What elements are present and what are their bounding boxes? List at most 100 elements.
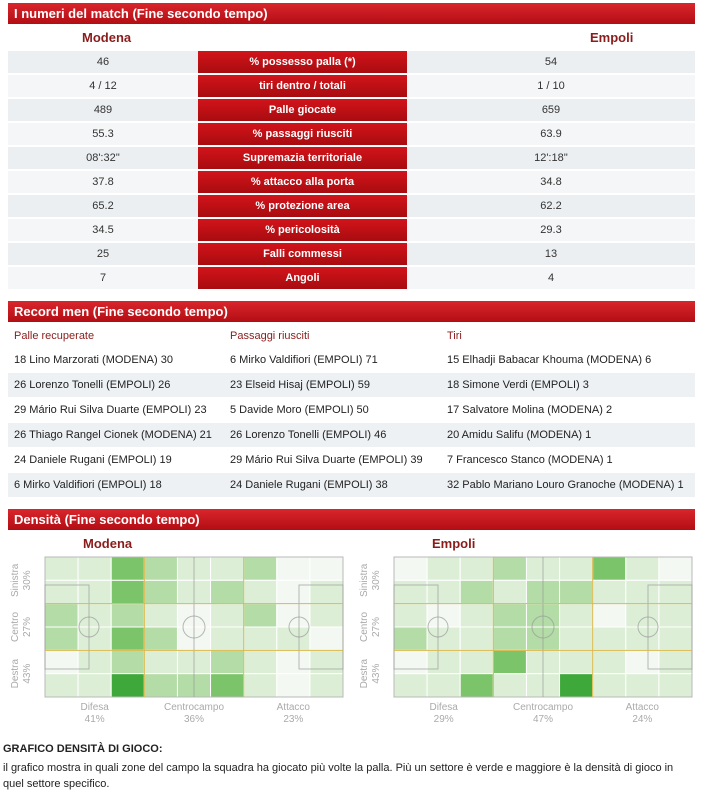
home-value: 46 [8,51,198,73]
density-cell [276,579,311,605]
penalty-arc [637,616,659,638]
row-label: Destra [359,659,370,689]
density-cell [110,603,145,628]
density-cell [592,626,627,651]
density-cell [44,673,79,698]
density-cell [44,626,79,651]
stat-label: Angoli [198,267,407,289]
record-item: 18 Lino Marzorati (MODENA) 30 [14,354,173,366]
density-cell [143,556,178,581]
away-value: 29.3 [407,219,695,241]
density-cell [559,626,594,651]
away-value: 4 [407,267,695,289]
penalty-arc [78,616,100,638]
density-cell [110,556,145,581]
team-name: Empoli [432,536,476,551]
zone-share: 23% [283,714,304,725]
density-cell [143,626,178,651]
section-title: Densità (Fine secondo tempo) [8,509,695,530]
density-cell [110,649,145,675]
zone-label: Attacco [625,702,659,713]
density-cell [426,626,461,651]
record-item: 29 Mário Rui Silva Duarte (EMPOLI) 23 [14,404,207,416]
zone-share: 24% [632,714,653,725]
zone-label: Attacco [276,702,310,713]
density-cell [459,603,494,628]
density-cell [459,673,494,698]
density-cell [658,649,693,675]
record-item: 17 Salvatore Molina (MODENA) 2 [447,404,613,416]
density-cell [44,603,79,628]
penalty-box [298,584,344,670]
away-value: 13 [407,243,695,265]
away-team: Empoli [590,30,634,45]
density-cell [44,579,79,605]
zone-share: 29% [433,714,454,725]
row-share: 27% [22,617,33,637]
density-cell [309,673,344,698]
section-title: Record men (Fine secondo tempo) [8,301,695,322]
density-cell [243,556,278,581]
density-cell [658,673,693,698]
row-label: Destra [10,659,21,689]
zone-label: Centrocampo [163,702,225,713]
away-value: 63.9 [407,123,695,145]
record-item: 26 Lorenzo Tonelli (EMPOLI) 26 [14,379,171,391]
home-value: 489 [8,99,198,121]
density-cell [309,649,344,675]
row-label: Sinistra [359,563,370,597]
density-cell [110,579,145,605]
density-cell [492,626,527,651]
zone-label: Difesa [80,702,109,713]
away-value: 62.2 [407,195,695,217]
density-cell [77,626,112,651]
record-header: Tiri [447,330,462,342]
density-cell [309,626,344,651]
home-value: 55.3 [8,123,198,145]
penalty-box [393,584,439,670]
record-row-bg [8,398,695,422]
stat-label: tiri dentro / totali [198,75,407,97]
row-share: 43% [371,664,382,684]
density-cell [309,579,344,605]
record-item: 15 Elhadji Babacar Khouma (MODENA) 6 [447,354,652,366]
zone-share: 36% [183,714,204,725]
density-cell [658,603,693,628]
density-cell [492,603,527,628]
stat-label: Palle giocate [198,99,407,121]
record-row-bg [8,448,695,472]
density-cell [110,626,145,651]
stat-label: % passaggi riusciti [198,123,407,145]
density-cell [276,626,311,651]
record-item: 29 Mário Rui Silva Duarte (EMPOLI) 39 [230,454,423,466]
row-label: Centro [359,612,370,642]
density-cell [210,626,245,651]
zone-label: Centrocampo [512,702,574,713]
density-cell [492,673,527,698]
home-value: 25 [8,243,198,265]
stat-label: % protezione area [198,195,407,217]
density-cell [492,649,527,675]
density-cell [592,579,627,605]
stat-label: Falli commessi [198,243,407,265]
density-cell [592,673,627,698]
density-cell [492,556,527,581]
home-value: 4 / 12 [8,75,198,97]
density-cell [559,603,594,628]
density-cell [658,556,693,581]
density-cell [459,579,494,605]
density-cell [210,673,245,698]
density-cell [276,673,311,698]
density-cell [143,579,178,605]
density-cell [625,673,660,698]
density-cell [559,556,594,581]
density-maps: Sinistra 30%Centro 27%Destra 43%Sinistra 30%… [10,556,693,698]
record-item: 26 Lorenzo Tonelli (EMPOLI) 46 [230,429,387,441]
density-cell [426,579,461,605]
density-cell [625,579,660,605]
density-cell [77,579,112,605]
density-cell [210,579,245,605]
density-cell [426,556,461,581]
density-cell [658,626,693,651]
density-cell [143,649,178,675]
